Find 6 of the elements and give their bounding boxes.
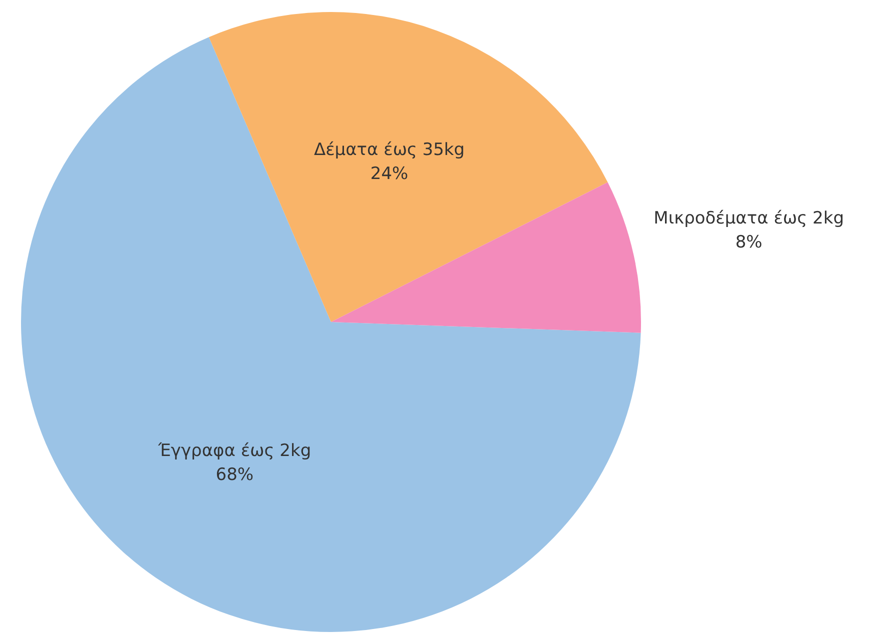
slice-label: Μικροδέματα έως 2kg [654, 208, 844, 229]
slice-label: Έγγραφα έως 2kg [157, 441, 312, 462]
slice-label: Δέματα έως 35kg [314, 140, 465, 160]
data-label: 8% [735, 232, 762, 253]
data-label: 68% [216, 465, 254, 486]
data-label: 24% [370, 164, 408, 184]
